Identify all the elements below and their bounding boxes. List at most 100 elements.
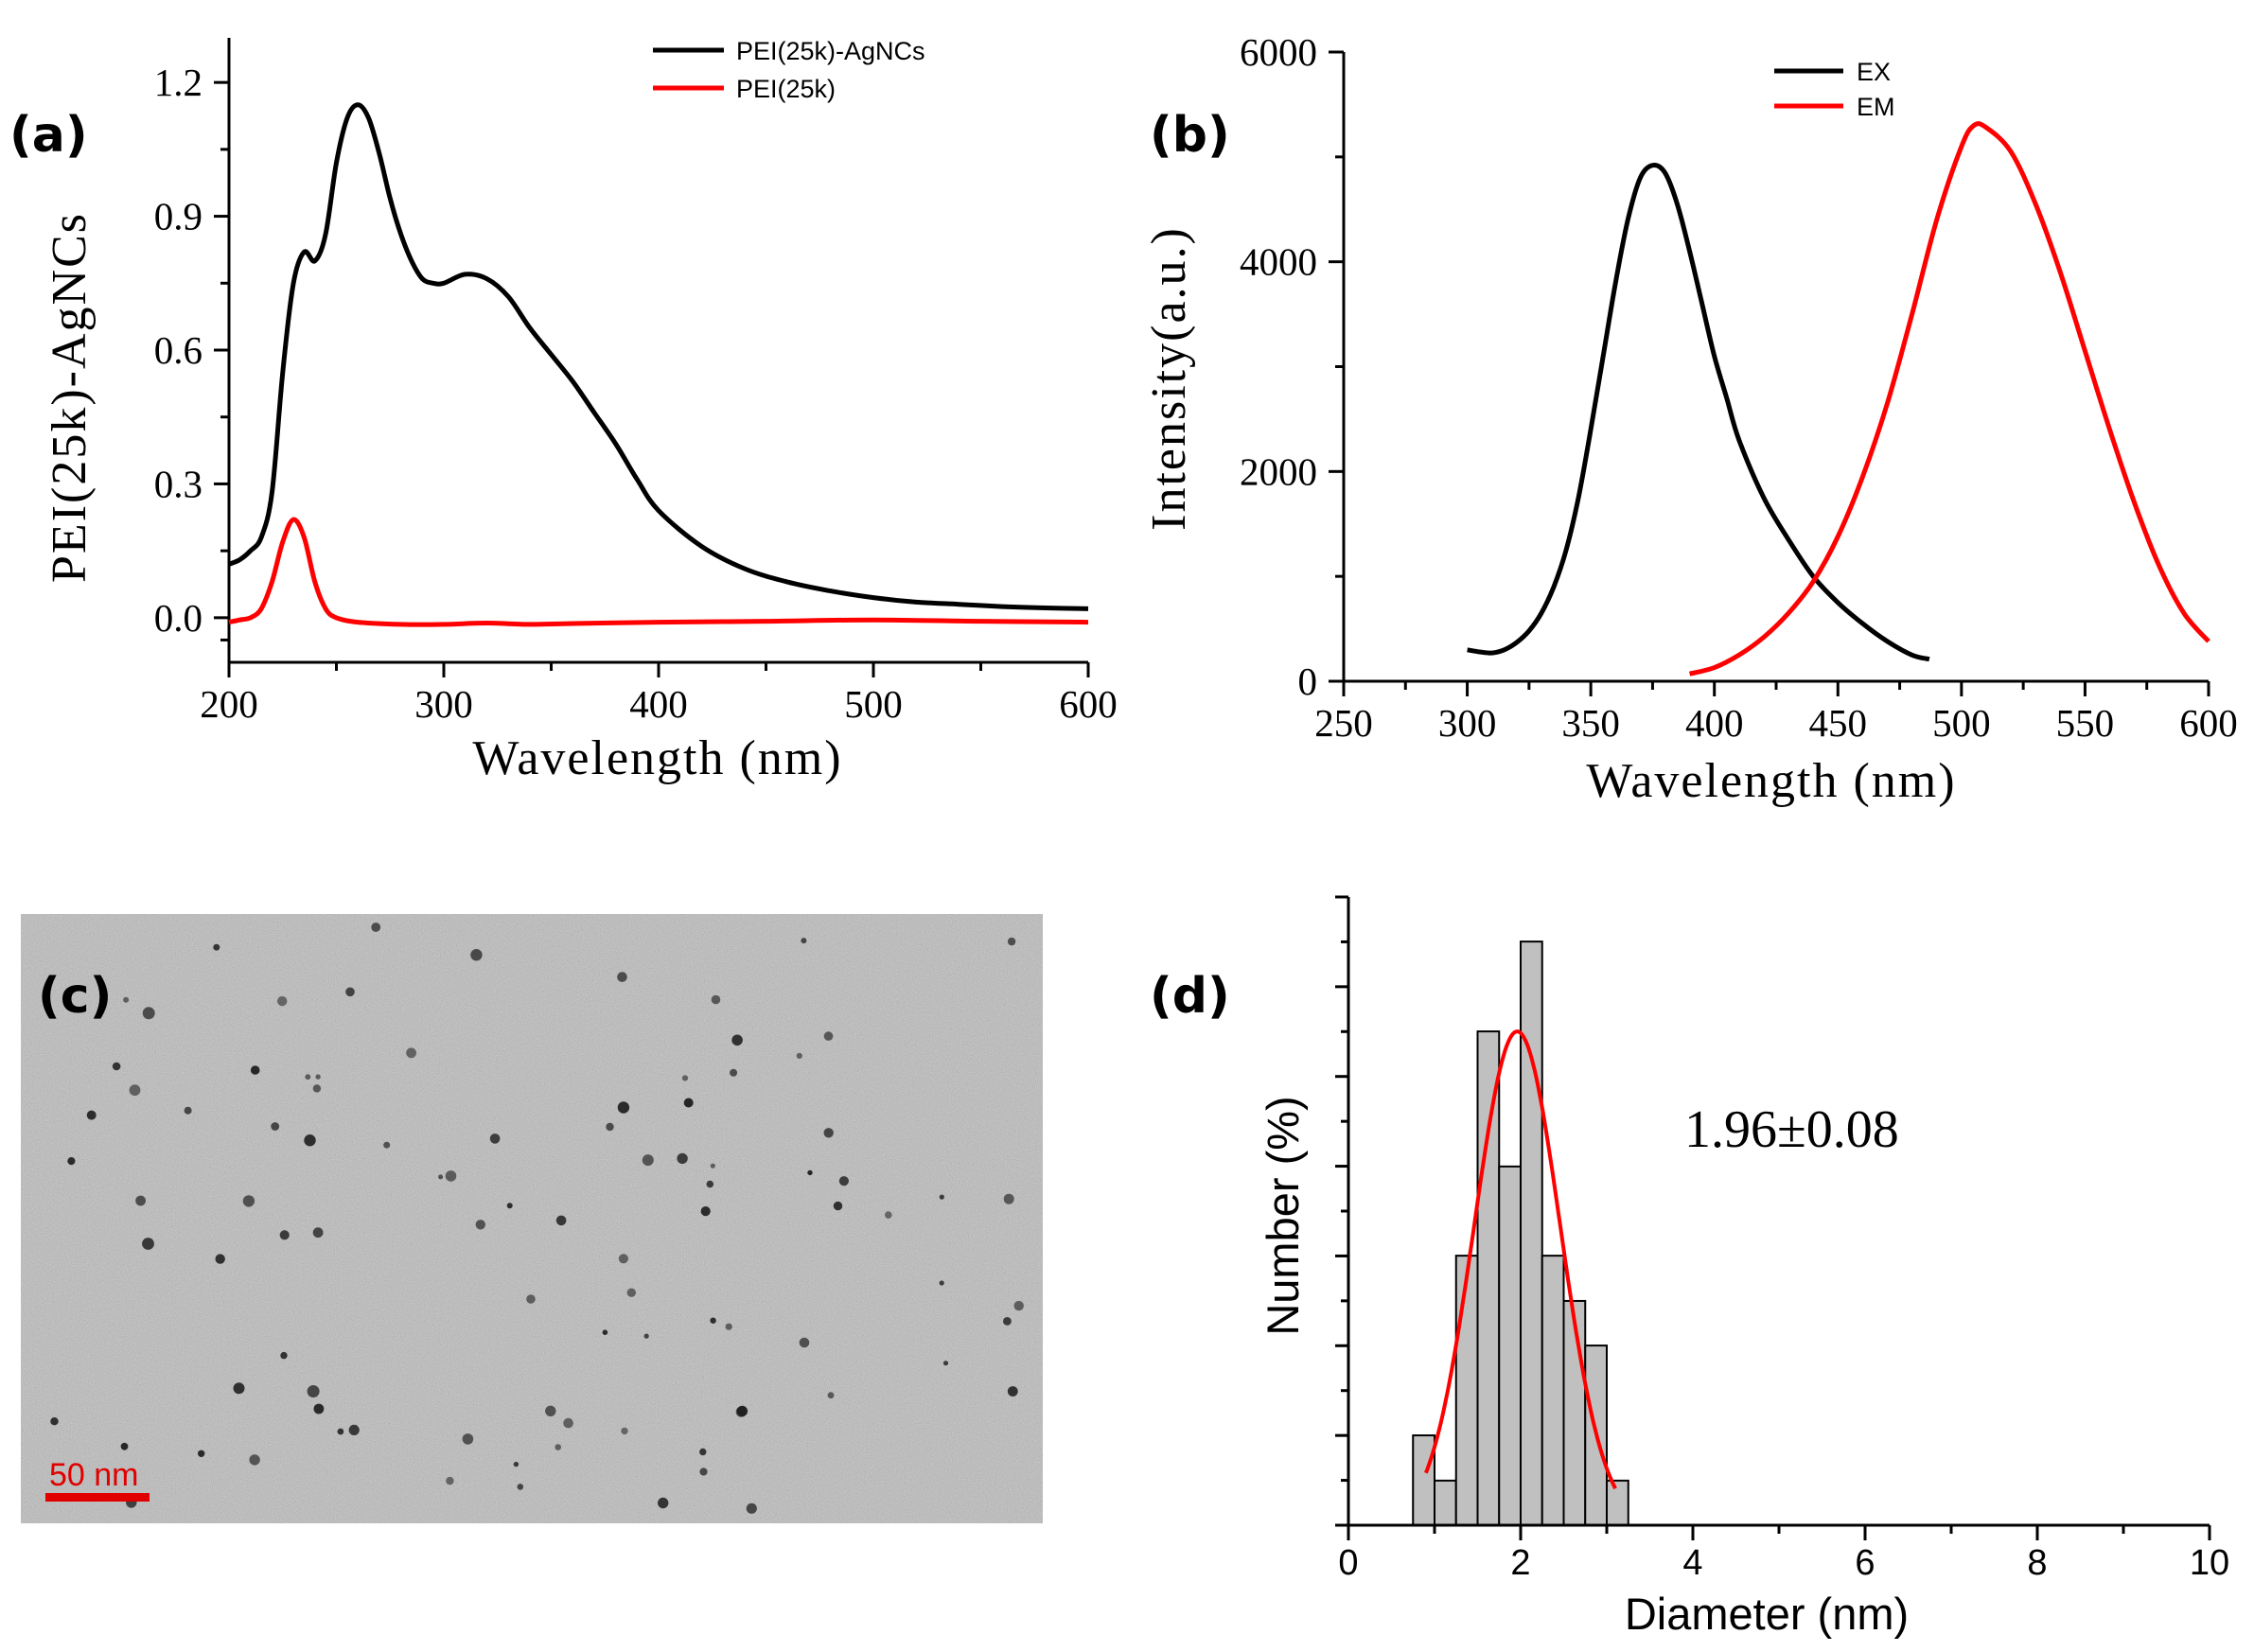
- histogram-bar: [1606, 1479, 1629, 1526]
- panel-d-x-tick-label: 2: [1510, 1543, 1530, 1583]
- panel-d-x-tick-label: 8: [2027, 1543, 2047, 1583]
- tem-particle: [1003, 1193, 1014, 1204]
- tem-particle: [799, 1337, 810, 1348]
- panel-d-x-tick-label: 10: [2190, 1543, 2229, 1583]
- tem-particle: [313, 1403, 325, 1415]
- tem-particle: [250, 1065, 260, 1075]
- panel-b-ylabel: Intensity(a.u.): [1142, 226, 1196, 531]
- tem-particle: [277, 995, 288, 1007]
- panel-a-y-tick-label: 0.6: [154, 328, 203, 372]
- tem-particle: [280, 1351, 288, 1360]
- panel-a-y-tick-label: 0.9: [154, 195, 203, 238]
- tem-particle: [304, 1134, 316, 1147]
- tem-particle: [617, 1101, 630, 1114]
- panel-d-annotation: 1.96±0.08: [1684, 1100, 1899, 1159]
- tem-particle: [489, 1134, 501, 1144]
- tem-particle: [312, 1227, 324, 1239]
- tem-particle: [129, 1084, 141, 1097]
- tem-particle: [736, 1405, 748, 1417]
- panel-a-ylabel: PEI(25k)-AgNCs: [43, 212, 97, 583]
- panel-a-xlabel: Wavelength (nm): [472, 731, 842, 785]
- tem-particle: [517, 1484, 524, 1490]
- tem-particle: [796, 1052, 802, 1059]
- tem-particle: [621, 1427, 628, 1435]
- panel-b-xlabel: Wavelength (nm): [1586, 754, 1956, 808]
- panel-b-y-tick-label: 6000: [1240, 30, 1317, 74]
- panel-b-x-tick-label: 550: [2056, 701, 2115, 745]
- histogram-bar: [1498, 1165, 1522, 1526]
- histogram-bar: [1562, 1299, 1587, 1527]
- panel-b-x-tick-label: 350: [1561, 701, 1620, 745]
- tem-particle: [838, 1176, 850, 1186]
- panel-a-plot-area: 200 300 400 500 600 0.0 0.3 0.6 0.9 1.2: [154, 38, 1118, 726]
- panel-b-x-tick-label: 450: [1809, 701, 1868, 745]
- tem-particle: [135, 1195, 147, 1206]
- panel-b-y-tick-label: 4000: [1240, 240, 1317, 284]
- tem-particle: [184, 1106, 192, 1115]
- tem-particle: [807, 1169, 813, 1176]
- tem-particle: [710, 1163, 715, 1169]
- tem-particle: [823, 1128, 834, 1138]
- panel-a-x-tick-label: 300: [414, 682, 473, 726]
- panel-d-label: (d): [1150, 968, 1230, 1025]
- tem-particle: [1003, 1317, 1012, 1326]
- tem-particle: [315, 1074, 321, 1080]
- tem-particle: [445, 1170, 457, 1182]
- tem-particle: [658, 1497, 669, 1509]
- tem-particle: [120, 1442, 129, 1450]
- tem-particle: [233, 1382, 245, 1395]
- panel-b-y-tick-label: 2000: [1240, 449, 1317, 493]
- legend-label-pei: PEI(25k): [736, 75, 836, 103]
- panel-d-plot-area: 0 2 4 6 8 10: [1335, 895, 2229, 1583]
- tem-particle: [606, 1122, 614, 1132]
- tem-particle: [801, 938, 807, 944]
- scale-bar-label: 50 nm: [49, 1457, 139, 1493]
- panel-a: (a) 200 300 400 500 600 0.0 0.3 0.6 0.9 1.2 Wavel…: [9, 37, 1118, 785]
- panel-b-legend: EX EM: [1774, 58, 1895, 121]
- tem-particle: [67, 1157, 76, 1166]
- tem-particle: [438, 1174, 444, 1180]
- tem-particle: [699, 1448, 707, 1456]
- tem-particle: [706, 1180, 714, 1188]
- tem-particle: [446, 1476, 454, 1485]
- tem-particle: [731, 1034, 743, 1046]
- tem-particle: [563, 1417, 573, 1429]
- panel-a-y-tick-label: 0.3: [154, 462, 203, 505]
- tem-particle: [939, 1194, 944, 1200]
- tem-particle: [942, 1361, 949, 1366]
- panel-b-x-tick-label: 300: [1438, 701, 1497, 745]
- tem-particle: [462, 1433, 474, 1445]
- legend-label-em: EM: [1857, 93, 1895, 121]
- panel-a-legend: PEI(25k)-AgNCs PEI(25k): [653, 37, 925, 103]
- tem-particle: [142, 1007, 155, 1020]
- tem-particle: [123, 996, 130, 1003]
- tem-particle: [1007, 1386, 1018, 1397]
- tem-particle: [833, 1201, 843, 1211]
- tem-particle: [602, 1329, 608, 1335]
- tem-particle: [730, 1068, 738, 1077]
- tem-particle: [545, 1405, 556, 1417]
- tem-particle: [746, 1503, 757, 1514]
- panel-d: (d) 0 2 4 6 8 10 1.96±0.08 Diameter (nm) Numb…: [1150, 895, 2229, 1639]
- panel-b-series-em-line: [1688, 121, 2210, 677]
- tem-particle: [242, 1195, 255, 1207]
- panel-b-x-tick-label: 250: [1314, 701, 1373, 745]
- tem-particle: [249, 1454, 260, 1466]
- tem-particle: [939, 1280, 944, 1286]
- histogram-bar: [1541, 1255, 1565, 1527]
- tem-particle: [700, 1206, 711, 1217]
- panel-a-label: (a): [9, 107, 88, 164]
- tem-particle: [215, 1254, 225, 1264]
- histogram-bar: [1454, 1255, 1479, 1527]
- tem-particle: [555, 1215, 567, 1226]
- tem-particle: [371, 923, 381, 932]
- tem-particle: [677, 1152, 688, 1165]
- gaussian-fit-line: [1424, 1029, 1617, 1490]
- panel-b-x-tick-label: 600: [2179, 701, 2238, 745]
- tem-particle: [279, 1230, 290, 1240]
- panel-b-y-tick-label: 0: [1298, 659, 1318, 703]
- tem-particle: [885, 1211, 892, 1219]
- panel-c: (c) 50 nm: [21, 914, 1043, 1523]
